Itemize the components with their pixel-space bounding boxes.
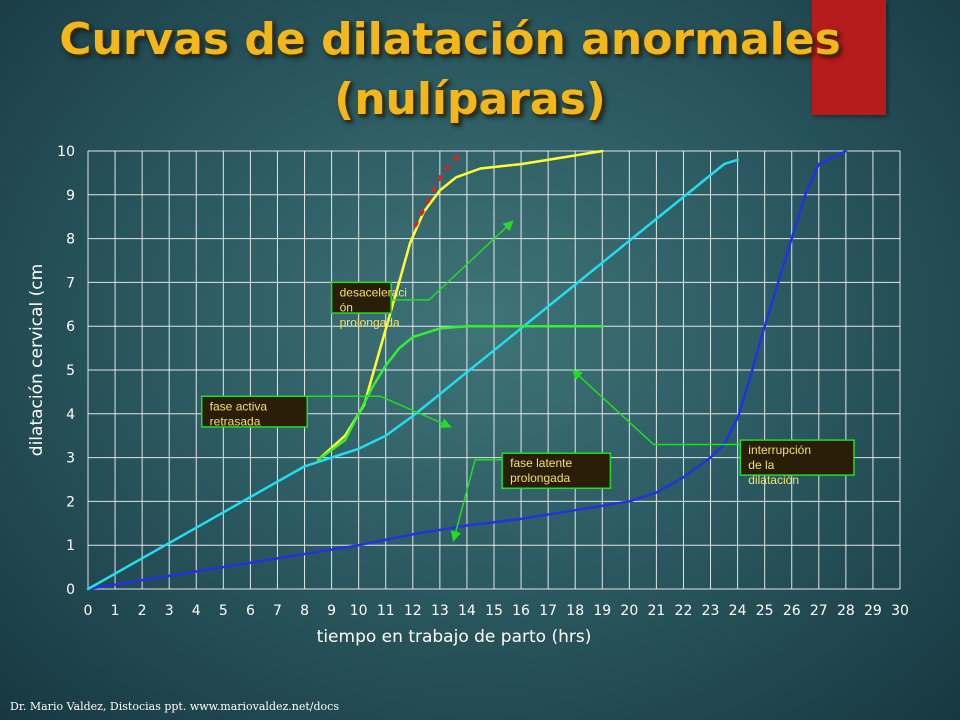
y-tick-label: 2 [66, 494, 75, 510]
y-tick-label: 6 [66, 319, 75, 335]
x-tick-label: 12 [404, 603, 422, 619]
x-tick-label: 1 [111, 603, 120, 619]
x-tick-label: 22 [675, 603, 693, 619]
y-tick-labels: 0 1 2 3 4 5 6 7 8 9 10 [57, 144, 75, 598]
y-tick-label: 3 [66, 451, 75, 467]
annotation-text-line: fase latente [510, 456, 572, 470]
annotation-text-line: de la [748, 458, 774, 472]
x-tick-label: 2 [138, 603, 147, 619]
y-tick-label: 10 [57, 144, 75, 160]
x-tick-label: 10 [350, 603, 368, 619]
x-tick-labels: 0 1 2 3 4 5 6 7 8 9 10 11 12 13 14 15 16 17 18 19 20 21 22 23 24… [84, 603, 909, 619]
x-tick-label: 28 [837, 603, 855, 619]
x-axis-title: tiempo en trabajo de parto (hrs) [317, 627, 592, 647]
series-line-0 [86, 149, 848, 591]
x-tick-label: 24 [729, 603, 747, 619]
annotation-text-line: dilatación [748, 473, 799, 487]
annotation-arrow [450, 459, 503, 542]
slide-title-line-2: (nulíparas) [334, 74, 606, 125]
series-line-1 [86, 158, 739, 591]
x-tick-label: 26 [783, 603, 801, 619]
slide-title-line-1: Curvas de dilatación anormales [59, 14, 841, 65]
x-tick-label: 21 [647, 603, 665, 619]
annotation-box [501, 452, 612, 490]
series-line-4 [413, 153, 461, 228]
x-tick-label: 19 [593, 603, 611, 619]
x-tick-label: 11 [377, 603, 395, 619]
x-tick-label: 29 [864, 603, 882, 619]
x-tick-label: 27 [810, 603, 828, 619]
annotation-box [739, 439, 855, 476]
annotation-text-line: retrasada [210, 414, 261, 428]
y-tick-label: 0 [66, 582, 75, 598]
annotation-arrow [571, 369, 741, 446]
x-tick-label: 9 [327, 603, 336, 619]
x-tick-label: 25 [756, 603, 774, 619]
x-tick-label: 16 [512, 603, 530, 619]
x-tick-label: 15 [485, 603, 503, 619]
y-tick-label: 1 [66, 538, 75, 554]
x-tick-label: 5 [219, 603, 228, 619]
x-tick-label: 20 [620, 603, 638, 619]
x-tick-label: 8 [300, 603, 309, 619]
x-tick-label: 4 [192, 603, 201, 619]
y-tick-label: 5 [66, 363, 75, 379]
x-tick-label: 13 [431, 603, 449, 619]
y-tick-label: 9 [66, 188, 75, 204]
annotation-arrow [307, 395, 452, 428]
annotation-arrow [391, 220, 514, 301]
annotation-text-line: prolongada [340, 315, 400, 329]
annotation-text-line: interrupción [748, 443, 811, 457]
chart-series [86, 149, 848, 591]
annotation-text-line: desaceleraci [340, 285, 407, 299]
x-tick-label: 0 [84, 603, 93, 619]
x-tick-label: 18 [566, 603, 584, 619]
x-tick-label: 14 [458, 603, 476, 619]
red-accent-tab [812, 0, 886, 115]
series-line-3 [316, 324, 604, 462]
annotation-text-line: ón [340, 300, 353, 314]
annotation-text-line: fase activa [210, 399, 268, 413]
y-axis-title: dilatación cervical (cm [27, 264, 47, 456]
y-tick-label: 4 [66, 407, 75, 423]
footer-credit: Dr. Mario Valdez, Distocias ppt. www.mar… [10, 700, 339, 713]
x-tick-label: 17 [539, 603, 557, 619]
annotation-box [330, 281, 392, 314]
x-tick-label: 6 [246, 603, 255, 619]
x-tick-label: 23 [702, 603, 720, 619]
annotation-text-line: prolongada [510, 471, 570, 485]
y-tick-label: 8 [66, 232, 75, 248]
annotation-box [200, 395, 308, 428]
x-tick-label: 7 [273, 603, 282, 619]
x-tick-label: 30 [891, 603, 909, 619]
x-tick-label: 3 [165, 603, 174, 619]
y-tick-label: 7 [66, 275, 75, 291]
